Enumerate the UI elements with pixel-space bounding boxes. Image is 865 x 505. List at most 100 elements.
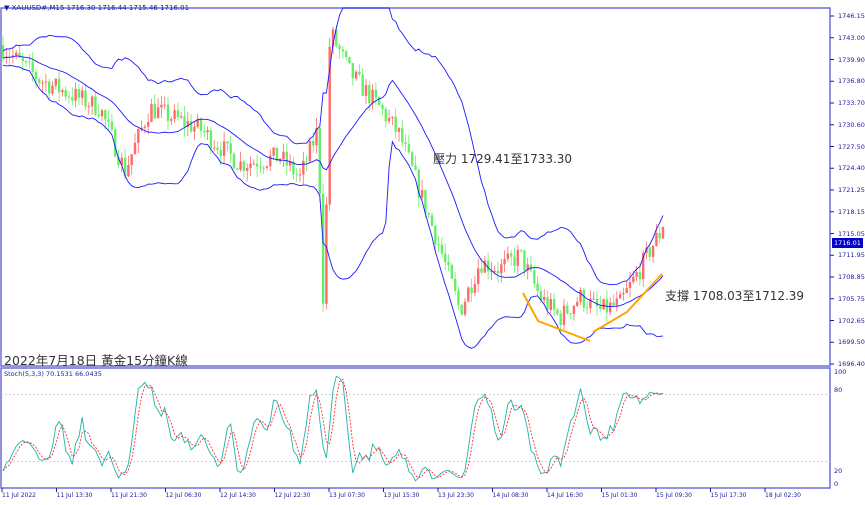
stochastic-label: Stoch(5,3,3) 70.1531 66.0435 xyxy=(4,370,102,378)
price-axis-label: 1705.75 xyxy=(838,294,865,303)
price-axis-label: 1696.40 xyxy=(838,360,865,368)
candle-body xyxy=(539,291,543,301)
time-axis-label: 12 Jul 22:30 xyxy=(274,492,311,499)
candle-body xyxy=(348,57,351,64)
time-axis-label: 18 Jul 02:30 xyxy=(765,492,801,499)
candle-body xyxy=(576,301,579,306)
candle-body xyxy=(153,104,156,119)
time-axis-label: 15 Jul 01:30 xyxy=(601,492,638,499)
candle-body xyxy=(457,290,460,305)
candle-body xyxy=(163,104,166,106)
candle-body xyxy=(31,61,34,72)
candle-body xyxy=(651,245,655,257)
candle-body xyxy=(460,304,463,315)
time-axis-label: 11 Jul 13:30 xyxy=(56,492,93,499)
price-axis-label: 1702.65 xyxy=(838,316,865,325)
time-axis-label: 13 Jul 23:30 xyxy=(438,492,474,499)
chart-header: ▼ XAUUSD#,M15 1716.30 1716.44 1715.46 17… xyxy=(4,4,189,12)
candle-body xyxy=(87,106,90,108)
candle-body xyxy=(298,174,302,176)
candle-body xyxy=(295,174,298,176)
candle-body xyxy=(648,247,651,257)
main-panel-border xyxy=(0,7,831,367)
bollinger-lower-band xyxy=(2,64,664,349)
candle-body xyxy=(529,264,533,271)
candle-body xyxy=(622,292,625,295)
current-price-marker: 1716.01 xyxy=(832,238,863,248)
candle-body xyxy=(67,96,71,98)
candle-body xyxy=(374,89,378,98)
candle-body xyxy=(632,276,635,283)
candle-body xyxy=(450,264,453,279)
candle-body xyxy=(28,61,31,63)
candle-body xyxy=(133,142,137,155)
candle-body xyxy=(420,190,424,198)
candle-body xyxy=(338,45,341,50)
time-axis-label: 14 Jul 16:30 xyxy=(547,492,583,499)
candle-body xyxy=(572,305,576,314)
candle-body xyxy=(407,143,411,153)
price-axis-label: 1711.95 xyxy=(838,251,865,260)
time-axis-label: 13 Jul 15:30 xyxy=(383,492,420,499)
candle-body xyxy=(612,302,615,306)
candle-body xyxy=(562,305,566,326)
candle-body xyxy=(269,155,272,167)
candle-body xyxy=(15,52,18,56)
candle-body xyxy=(321,193,325,304)
candle-body xyxy=(170,119,173,121)
candle-body xyxy=(411,152,414,166)
candle-body xyxy=(143,126,147,128)
candle-body xyxy=(543,296,546,301)
candle-body xyxy=(424,190,427,214)
candle-body xyxy=(533,270,536,284)
candle-body xyxy=(54,78,57,86)
candle-body xyxy=(77,88,81,98)
candle-body xyxy=(473,283,477,293)
candle-body xyxy=(203,130,206,133)
candle-body xyxy=(292,161,295,175)
candle-body xyxy=(24,61,28,63)
triangle-down-icon[interactable]: ▼ xyxy=(4,4,10,12)
candle-body xyxy=(44,81,48,83)
candle-body xyxy=(483,260,486,273)
candle-body xyxy=(500,264,503,274)
candle-body xyxy=(48,81,51,94)
candle-body xyxy=(282,151,285,159)
price-axis-label: 1736.80 xyxy=(838,77,865,86)
candle-body xyxy=(262,167,265,169)
candle-body xyxy=(252,163,255,165)
candle-body xyxy=(658,233,661,239)
candle-body xyxy=(166,104,170,121)
support-annotation: 支撐 1708.03至1712.39 xyxy=(665,289,805,303)
candle-body xyxy=(219,149,222,157)
symbol-label: XAUUSD#,M15 xyxy=(11,4,65,12)
candle-body xyxy=(81,90,84,98)
price-axis-label: 1699.50 xyxy=(838,338,865,347)
candle-body xyxy=(285,151,288,166)
candle-body xyxy=(265,166,269,168)
stoch-axis-label: 80 xyxy=(834,386,843,394)
candle-body xyxy=(361,74,364,96)
candle-body xyxy=(480,268,483,273)
price-axis-label: 1743.00 xyxy=(838,33,865,42)
candle-body xyxy=(371,89,374,104)
candle-body xyxy=(602,299,605,310)
price-axis-label: 1727.50 xyxy=(838,142,865,151)
candle-body xyxy=(255,163,259,167)
ohlc-values: 1716.30 1716.44 1715.46 1716.01 xyxy=(66,4,190,12)
chart-title-annotation: 2022年7月18日 黃金15分鐘K線 xyxy=(4,353,188,368)
candle-body xyxy=(556,309,559,314)
candle-body xyxy=(302,160,305,175)
time-axis-label: 15 Jul 17:30 xyxy=(710,492,747,499)
candle-body xyxy=(156,107,160,119)
candle-body xyxy=(229,143,232,154)
candle-body xyxy=(61,90,64,93)
candle-body xyxy=(526,264,529,271)
candle-body xyxy=(589,298,592,309)
candle-body xyxy=(615,298,618,306)
candle-body xyxy=(196,118,199,127)
candle-body xyxy=(193,126,196,132)
candle-body xyxy=(417,169,420,198)
